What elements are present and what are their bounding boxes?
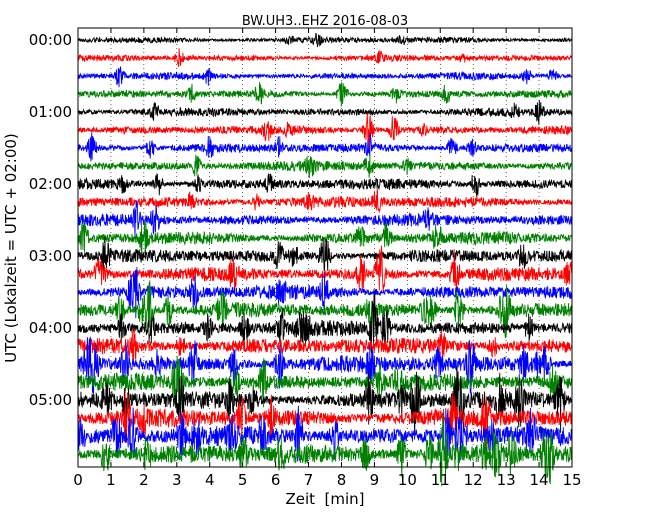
trace-0215 <box>77 189 573 214</box>
x-tick-label: 12 <box>464 471 483 489</box>
x-tick-label: 9 <box>370 471 380 489</box>
trace-0330 <box>77 267 573 319</box>
trace-0145 <box>77 154 573 179</box>
trace-0200 <box>77 172 573 197</box>
plot-frame <box>77 27 573 468</box>
x-tick-label: 7 <box>304 471 314 489</box>
y-tick-label: 03:00 <box>29 247 72 265</box>
x-tick-label: 11 <box>431 471 450 489</box>
x-tick-label: 3 <box>172 471 182 489</box>
x-tick-label: 1 <box>106 471 116 489</box>
trace-0000 <box>77 32 573 48</box>
x-tick-label: 2 <box>139 471 149 489</box>
trace-0415 <box>77 328 573 365</box>
x-axis-label: Zeit [min] <box>285 490 364 508</box>
x-tick-label: 0 <box>73 471 83 489</box>
chart-title: BW.UH3..EHZ 2016-08-03 <box>242 14 408 29</box>
trace-0545 <box>77 412 573 487</box>
trace-0400 <box>77 288 573 354</box>
trace-0515 <box>77 390 573 450</box>
trace-0030 <box>77 66 573 88</box>
y-tick-label: 02:00 <box>29 175 72 193</box>
x-tick-label: 8 <box>337 471 347 489</box>
x-tick-label: 10 <box>398 471 417 489</box>
x-tick-label: 13 <box>497 471 516 489</box>
y-tick-label: 04:00 <box>29 319 72 337</box>
x-tick-label: 14 <box>530 471 549 489</box>
x-tick-label: 4 <box>205 471 215 489</box>
trace-0430 <box>77 336 573 395</box>
ticks: 0 1 2 3 4 5 6 7 8 9 10 11 12 13 14 1500:0001:0002:0003:… <box>29 28 582 489</box>
trace-0530 <box>77 405 573 464</box>
y-axis-label: UTC (Lokalzeit = UTC + 02:00) <box>2 133 20 363</box>
trace-0445 <box>77 356 573 408</box>
x-tick-label: 15 <box>562 471 581 489</box>
y-tick-label: 01:00 <box>29 103 72 121</box>
trace-0100 <box>77 99 573 125</box>
trace-0230 <box>77 200 573 238</box>
traces <box>77 32 573 487</box>
trace-0500 <box>77 366 573 440</box>
trace-0130 <box>77 132 573 162</box>
y-tick-label: 05:00 <box>29 391 72 409</box>
x-tick-label: 6 <box>271 471 281 489</box>
trace-0345 <box>77 280 573 339</box>
trace-0300 <box>77 236 573 272</box>
trace-0045 <box>77 81 573 107</box>
trace-0015 <box>77 48 573 68</box>
y-tick-label: 00:00 <box>29 31 72 49</box>
trace-0115 <box>77 112 573 149</box>
x-tick-label: 5 <box>238 471 248 489</box>
